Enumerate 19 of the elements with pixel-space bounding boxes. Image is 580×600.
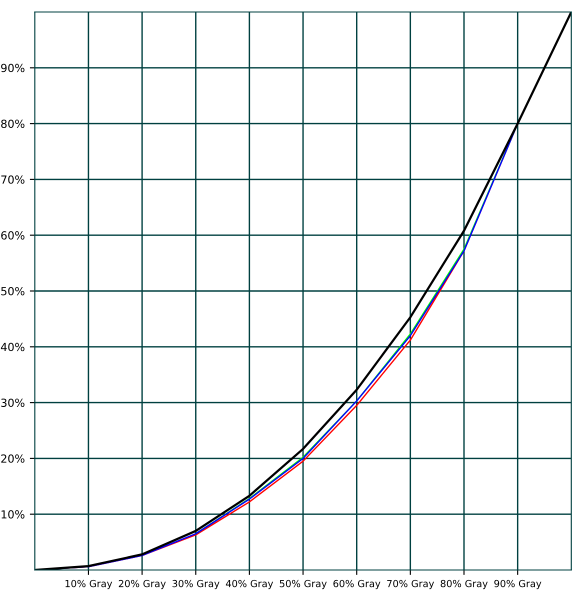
y-tick-label: 20% (1, 454, 24, 463)
y-tick-label: 30% (1, 398, 24, 407)
x-tick-label: 30% Gray (172, 580, 220, 590)
y-tick-label: 10% (2, 510, 24, 519)
x-tick-label: 60% Gray (333, 580, 380, 590)
x-tick-label: 90% Gray (494, 580, 542, 590)
y-tick-label: 70% (1, 175, 24, 184)
y-tick-label: 40% (0, 342, 24, 352)
y-tick-label: 60% (1, 231, 24, 240)
y-tick-label: 80% (1, 120, 24, 128)
x-tick-label: 40% Gray (226, 580, 274, 590)
line-series (34, 12, 572, 570)
x-tick-label: 20% Gray (118, 580, 166, 590)
x-tick-label: 70% Gray (387, 580, 434, 590)
x-tick-label: 50% Gray (280, 580, 327, 590)
y-tick-label: 50% (1, 286, 24, 296)
x-tick-label: 80% Gray (440, 580, 488, 590)
x-tick-label: 10% Gray (66, 580, 112, 590)
y-tick-label: 90% (1, 64, 24, 72)
